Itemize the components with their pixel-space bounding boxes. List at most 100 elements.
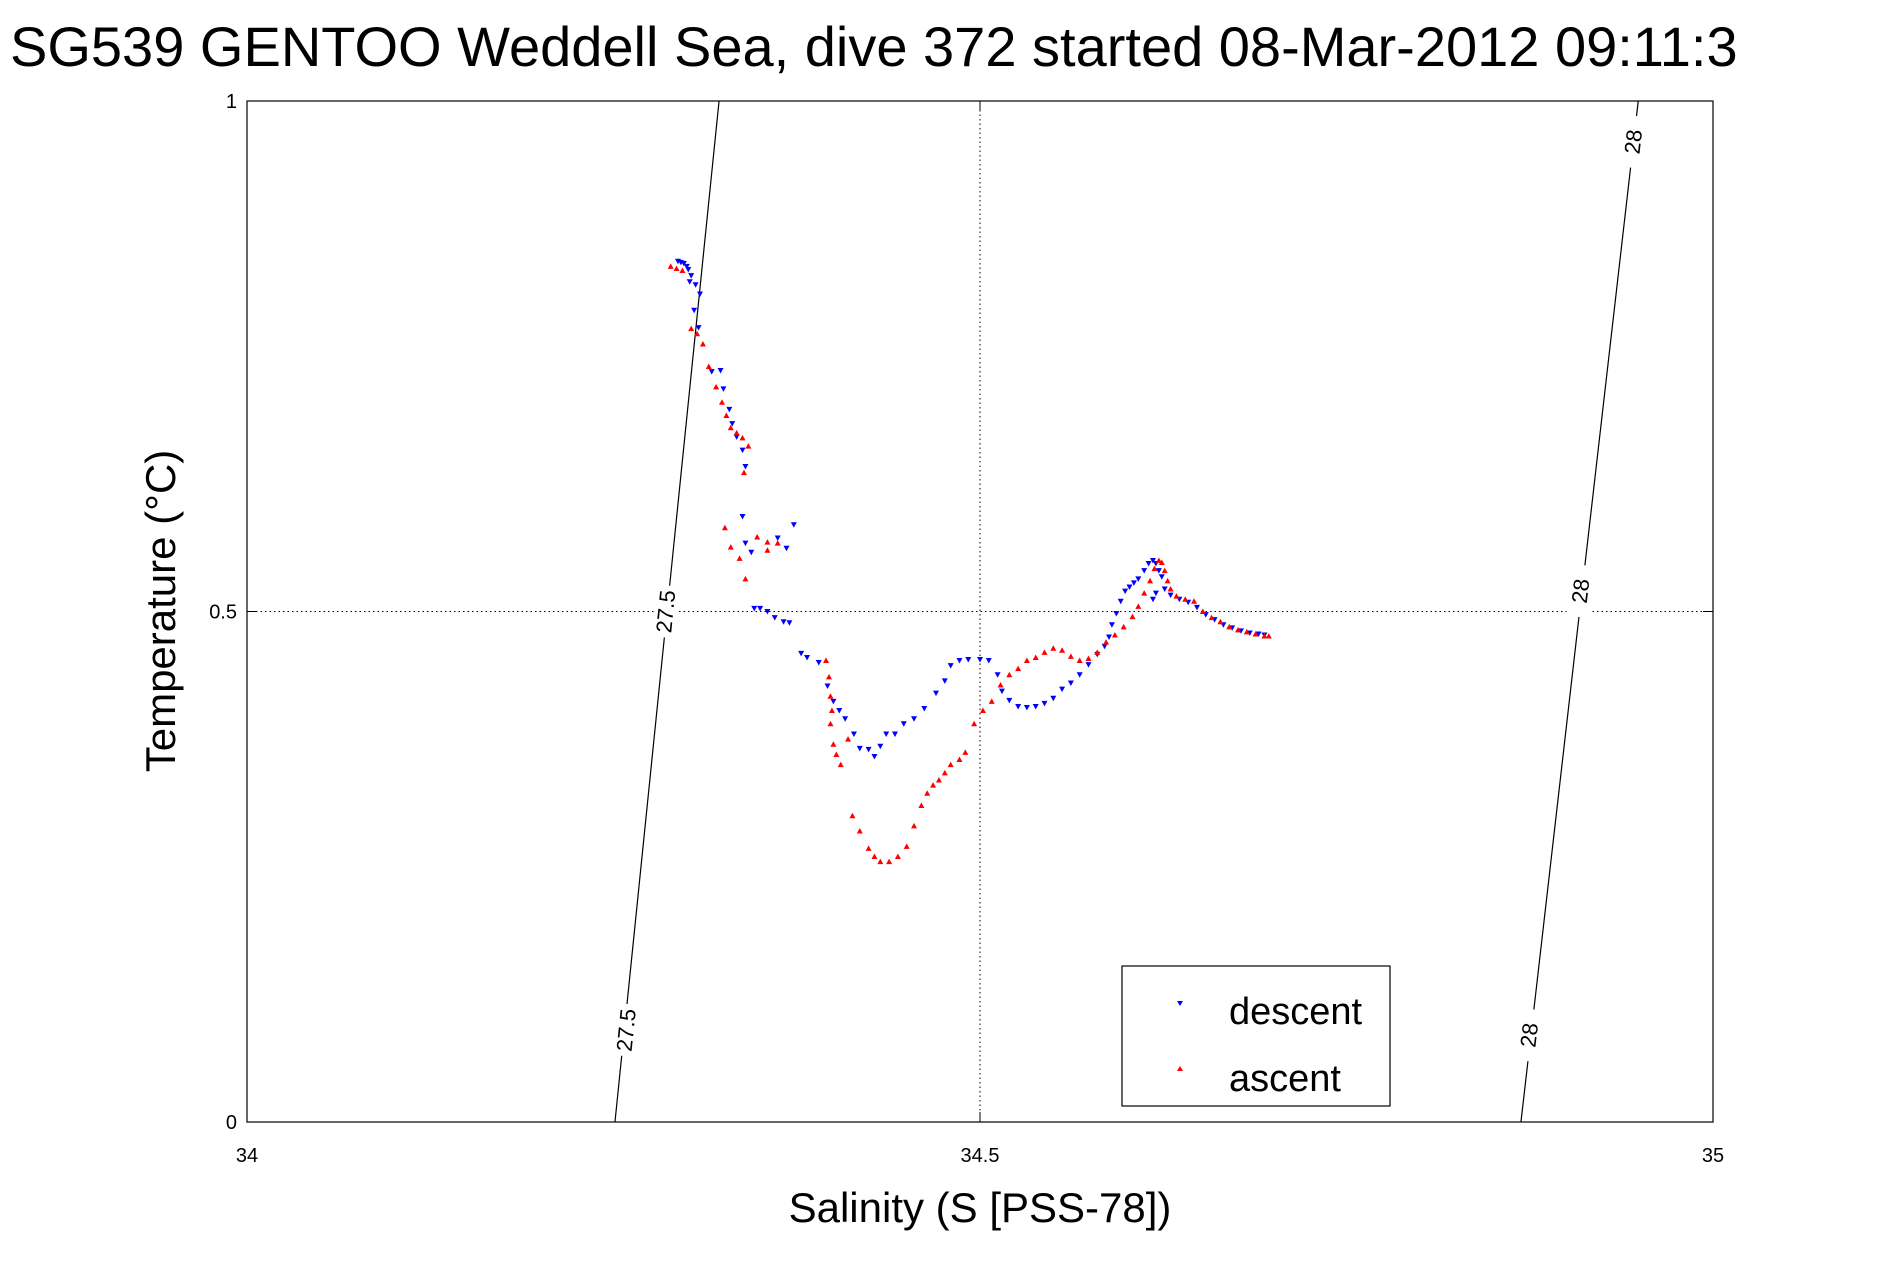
y-tick-label: 0 [226,1112,237,1134]
ascent-point [845,736,852,742]
ascent-point [1067,653,1074,659]
ascent-point [1094,649,1101,655]
isopycnal-label-gap [1566,563,1596,619]
ascent-point [1120,623,1127,630]
descent-point [1135,576,1142,582]
descent-point [1076,672,1083,678]
ascent-point [903,843,910,849]
x-tick-label: 34.5 [961,1145,1000,1167]
ascent-point [1161,567,1168,574]
descent-point [1015,703,1022,710]
descent-point [751,605,758,612]
descent-point [1193,604,1200,611]
ascent-point [727,424,734,431]
isopycnal-label-gap [651,584,681,639]
ascent-point [856,828,863,834]
ascent-point [941,769,948,776]
isopycnal-label: 28 [1515,1022,1543,1049]
ascent-point [911,822,918,829]
descent-point [1141,568,1148,574]
ascent-point [1129,613,1136,620]
isopycnal-label-gap [612,1003,642,1058]
ascent-point [1103,639,1110,645]
legend-marker-ascent [1177,1066,1183,1071]
descent-point [994,672,1001,678]
descent-point [696,291,703,297]
ascent-point [1050,645,1057,651]
ascent-point [1158,559,1165,565]
ascent-point [764,547,771,553]
plot-area: 27.5 27.5 28 28 28 34 34.5 35 0 0.5 1 [209,91,1724,1167]
ascent-point [1023,657,1030,664]
series-ascent [667,263,1272,865]
descent-point [686,279,693,285]
axis-ticks: 34 34.5 35 0 0.5 1 [209,91,1724,1167]
ascent-point [1032,654,1039,660]
ascent-point [736,555,743,561]
ascent-point [827,720,834,727]
ascent-point [1041,649,1048,655]
descent-point [1023,704,1030,711]
descent-point [771,615,778,621]
descent-point [1161,586,1168,593]
ascent-point [956,756,963,763]
descent-point [780,619,787,625]
descent-point [1106,634,1113,641]
descent-point [1113,611,1120,617]
ascent-point [688,325,695,332]
descent-point [680,260,687,267]
descent-point [739,514,746,520]
ascent-point [1059,647,1066,653]
descent-point [1158,574,1165,580]
descent-point [900,721,907,727]
ascent-point [764,539,771,545]
descent-point [708,369,715,375]
y-tick-label: 1 [226,91,237,113]
isopycnal-label-gap [1618,114,1649,170]
descent-point [726,406,733,413]
legend-label-ascent: ascent [1229,1058,1341,1100]
ascent-point [699,340,706,347]
descent-point [865,746,872,753]
x-tick-label: 34 [236,1145,258,1167]
isopycnal-label: 27.5 [612,1007,641,1052]
descent-point [790,522,797,528]
descent-point [1130,580,1137,586]
ascent-point [774,540,781,546]
descent-point [691,307,698,314]
ascent-point [849,812,856,819]
ascent-point [894,853,901,860]
ascent-point [828,707,835,714]
ascent-point [1164,577,1171,584]
ascent-point [918,802,925,808]
descent-point [921,705,928,712]
descent-point [739,447,746,454]
descent-point [830,698,837,705]
descent-point [947,663,954,669]
ascent-point [877,858,884,865]
ascent-point [971,720,978,727]
descent-point [1006,697,1013,704]
ascent-point [694,330,701,337]
descent-point [998,688,1005,695]
ascent-point [1076,657,1083,664]
ascent-point [1155,557,1162,563]
ascent-point [1261,633,1268,639]
descent-point [1050,695,1057,702]
ascent-point [1015,665,1022,672]
legend-marker-descent [1177,1001,1183,1006]
isopycnal-label: 28 [1620,128,1648,155]
descent-point [742,464,749,470]
ascent-point [935,776,942,783]
ascent-point [830,741,837,747]
descent-point [877,743,884,750]
x-tick-label: 35 [1702,1145,1724,1167]
descent-point [891,731,898,738]
descent-point [1041,700,1048,707]
descent-point [1085,662,1092,668]
ascent-point [865,845,872,851]
ascent-point [833,751,840,757]
ascent-point [988,698,995,704]
descent-point [1126,584,1133,590]
ascent-point [727,544,734,550]
